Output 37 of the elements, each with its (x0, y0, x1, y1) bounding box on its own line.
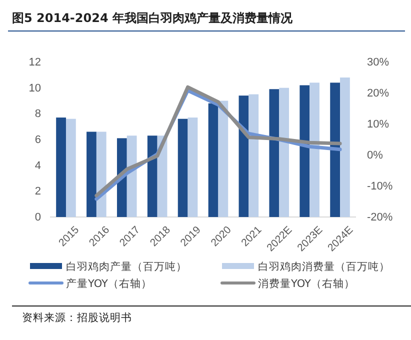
bar (340, 78, 350, 217)
legend-label: 白羽鸡肉产量（百万吨） (66, 260, 187, 273)
bar (238, 96, 249, 217)
legend-label: 白羽鸡肉消费量（百万吨） (258, 260, 390, 273)
bar (330, 82, 340, 217)
y-tick-label: 2 (34, 186, 41, 198)
y-tick-label: 0 (34, 212, 41, 224)
bar (96, 132, 106, 217)
bar (218, 100, 228, 217)
bar (300, 85, 310, 217)
y-tick-label: 8 (34, 108, 41, 120)
legend-label: 产量YOY（右轴） (66, 277, 152, 290)
chart-title: 图5 2014-2024 年我国白羽肉鸡产量及消费量情况 (12, 11, 294, 25)
y2-tick-label: 20% (367, 88, 390, 100)
bar (126, 136, 137, 217)
text: 资料来源：招股说明书 (22, 311, 132, 324)
y2-tick-label: 30% (367, 56, 390, 69)
y2-tick-label: -20% (367, 212, 393, 224)
bar (248, 94, 259, 217)
bar (86, 132, 96, 217)
y2-tick-label: 10% (367, 118, 390, 131)
bar (56, 118, 66, 217)
bar (208, 103, 218, 217)
y-tick-label: 10 (28, 82, 41, 94)
bar (178, 118, 188, 217)
bar (279, 88, 290, 217)
legend-label: 消费量YOY（右轴） (258, 277, 355, 290)
bar (310, 82, 320, 217)
y-tick-label: 12 (28, 56, 41, 69)
y2-tick-label: 0% (367, 150, 384, 162)
y2-tick-label: -10% (367, 180, 393, 193)
y-tick-label: 4 (34, 160, 41, 172)
bar (66, 118, 76, 217)
bar (188, 118, 198, 217)
bar (269, 89, 280, 217)
bar (147, 136, 158, 217)
y-tick-label: 6 (34, 134, 41, 146)
